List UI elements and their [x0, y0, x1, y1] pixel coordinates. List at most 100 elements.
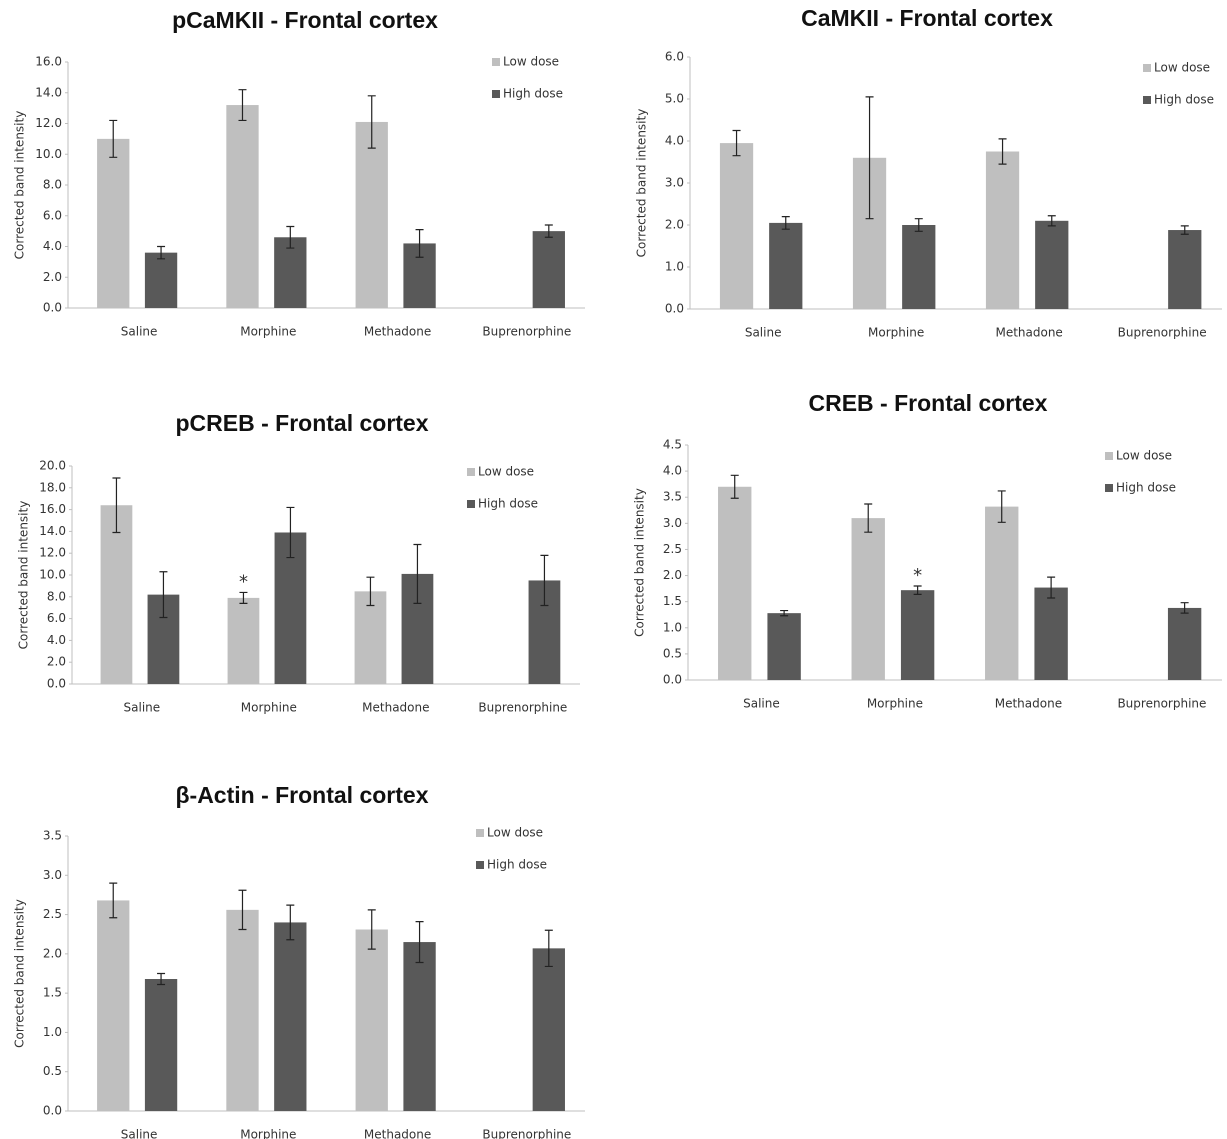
error-bar [1180, 602, 1189, 614]
bar [1168, 230, 1202, 309]
y-tick-label: 2.0 [663, 568, 682, 582]
y-tick-label: 18.0 [39, 480, 66, 494]
y-axis-label: Corrected band intensity [13, 111, 27, 260]
legend-label: High dose [1154, 93, 1214, 107]
bar [719, 143, 754, 309]
bar [532, 231, 565, 308]
y-tick-label: 2.0 [43, 270, 62, 284]
y-tick-label: 2.0 [43, 946, 62, 960]
bar [718, 486, 752, 680]
error-bar [1180, 225, 1189, 235]
bar [97, 900, 130, 1111]
chart-title: CaMKII - Frontal cortex [801, 5, 1053, 31]
y-tick-label: 3.0 [663, 516, 682, 530]
y-tick-label: 2.0 [665, 218, 684, 232]
error-bar [998, 138, 1007, 165]
error-bar [157, 245, 166, 260]
error-bar [366, 576, 375, 607]
annotation: * [239, 571, 248, 592]
x-tick-label: Buprenorphine [1117, 697, 1206, 711]
y-tick-label: 0.0 [665, 302, 684, 316]
bar [985, 151, 1020, 309]
error-bar [732, 129, 741, 157]
legend-swatch [1105, 484, 1113, 492]
y-tick-label: 8.0 [47, 589, 66, 603]
bar [227, 597, 260, 684]
bar [851, 518, 885, 680]
bar [354, 591, 387, 684]
y-axis-label: Corrected band intensity [17, 501, 31, 650]
bar [900, 590, 935, 680]
error-bar [913, 585, 922, 595]
chart-title: β-Actin - Frontal cortex [176, 782, 429, 808]
y-tick-label: 16.0 [35, 55, 62, 69]
bar [144, 252, 178, 308]
error-bar [109, 882, 118, 919]
y-tick-label: 0.0 [43, 1104, 62, 1118]
legend-swatch [1143, 64, 1151, 72]
x-tick-label: Buprenorphine [482, 325, 571, 339]
bar [532, 948, 565, 1111]
error-bar [730, 474, 739, 499]
x-tick-label: Saline [121, 1128, 158, 1139]
chart-title: CREB - Frontal cortex [809, 390, 1048, 416]
y-tick-label: 0.0 [43, 301, 62, 315]
error-bar [238, 89, 247, 122]
y-tick-label: 3.0 [43, 868, 62, 882]
error-bar [367, 909, 376, 950]
chart-title: pCREB - Frontal cortex [175, 410, 428, 436]
bar [1167, 607, 1202, 680]
y-tick-label: 1.5 [43, 986, 62, 1000]
x-tick-label: Saline [124, 701, 161, 715]
y-tick-label: 6.0 [47, 611, 66, 625]
y-tick-label: 6.0 [665, 50, 684, 64]
x-tick-label: Methadone [364, 1128, 431, 1139]
legend-swatch [467, 468, 475, 476]
y-tick-label: 1.0 [43, 1025, 62, 1039]
bar [985, 506, 1019, 680]
y-tick-label: 0.5 [43, 1064, 62, 1078]
error-bar [286, 225, 295, 249]
x-tick-label: Saline [743, 697, 780, 711]
legend-label: Low dose [487, 826, 543, 840]
y-tick-label: 8.0 [43, 178, 62, 192]
y-tick-label: 1.5 [663, 594, 682, 608]
bar [403, 942, 436, 1111]
error-bar [413, 543, 422, 604]
legend-label: High dose [1116, 481, 1176, 495]
bar [274, 237, 307, 308]
legend-label: Low dose [503, 55, 559, 69]
y-tick-label: 2.0 [47, 655, 66, 669]
y-tick-label: 3.5 [43, 829, 62, 843]
y-tick-label: 20.0 [39, 459, 66, 473]
legend-label: Low dose [1116, 449, 1172, 463]
legend-swatch [476, 861, 484, 869]
error-bar [544, 224, 553, 238]
y-tick-label: 1.0 [663, 620, 682, 634]
y-tick-label: 10.0 [39, 568, 66, 582]
error-bar [864, 503, 873, 533]
legend-swatch [492, 58, 500, 66]
y-tick-label: 4.0 [665, 134, 684, 148]
x-tick-label: Methadone [364, 325, 431, 339]
error-bar [544, 929, 553, 968]
bar [226, 105, 259, 308]
y-tick-label: 5.0 [665, 92, 684, 106]
bar [355, 929, 388, 1111]
bar [226, 909, 259, 1111]
y-tick-label: 2.5 [663, 542, 682, 556]
error-bar [157, 972, 166, 986]
bar [1034, 587, 1068, 680]
y-tick-label: 6.0 [43, 208, 62, 222]
error-bar [415, 228, 424, 258]
y-tick-label: 0.0 [663, 673, 682, 687]
error-bar [997, 490, 1006, 523]
legend-swatch [1105, 452, 1113, 460]
legend-swatch [492, 90, 500, 98]
legend-swatch [467, 500, 475, 508]
legend-swatch [1143, 96, 1151, 104]
error-bar [112, 477, 121, 534]
error-bar [239, 591, 248, 604]
error-bar [540, 554, 549, 607]
